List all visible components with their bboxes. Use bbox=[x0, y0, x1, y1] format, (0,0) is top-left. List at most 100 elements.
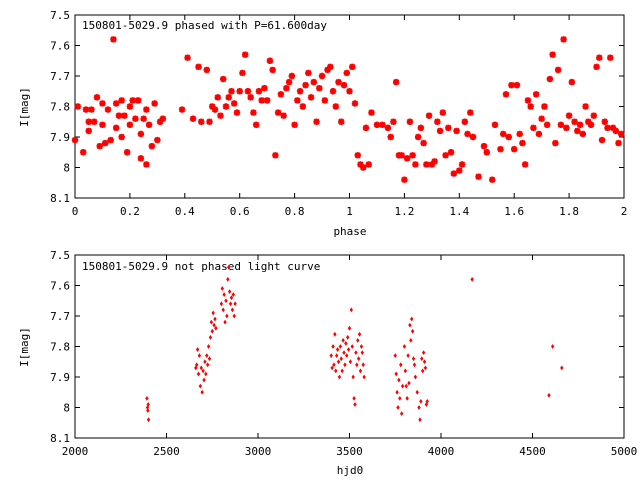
data-point bbox=[145, 405, 150, 410]
data-point bbox=[274, 109, 282, 116]
data-point bbox=[368, 109, 375, 116]
data-point bbox=[205, 353, 209, 359]
data-point bbox=[229, 295, 234, 301]
data-point bbox=[398, 395, 402, 401]
x-tick-label: 0.6 bbox=[230, 205, 250, 218]
data-point bbox=[351, 374, 355, 380]
data-point bbox=[137, 155, 145, 162]
data-point bbox=[541, 103, 548, 110]
data-point bbox=[511, 146, 518, 153]
y-axis-ticks: 7.5 7.6 7.7 7.8 7.9 8 8.1 bbox=[50, 9, 624, 205]
data-point bbox=[365, 161, 372, 168]
data-point bbox=[596, 54, 603, 61]
data-point bbox=[439, 109, 447, 116]
data-point bbox=[96, 142, 103, 150]
data-point bbox=[227, 289, 232, 294]
y-tick-label: 7.7 bbox=[50, 310, 70, 323]
data-point bbox=[360, 350, 364, 355]
x-tick-label: 5000 bbox=[611, 445, 638, 458]
data-point bbox=[151, 100, 158, 107]
data-point bbox=[225, 313, 229, 319]
data-point bbox=[71, 136, 79, 144]
y-tick-label: 8.1 bbox=[50, 192, 70, 205]
data-point bbox=[201, 368, 205, 374]
y-tick-label: 7.9 bbox=[50, 371, 70, 384]
data-point bbox=[361, 362, 365, 368]
y-tick-label: 8.1 bbox=[50, 432, 70, 445]
data-point bbox=[195, 347, 200, 352]
data-point bbox=[469, 133, 477, 141]
data-point bbox=[132, 115, 139, 122]
data-point bbox=[410, 316, 414, 322]
data-point bbox=[546, 75, 554, 83]
data-point bbox=[335, 78, 342, 86]
data-point bbox=[337, 374, 342, 380]
data-point bbox=[513, 81, 521, 89]
data-point bbox=[362, 124, 370, 132]
data-point bbox=[316, 85, 323, 92]
data-point bbox=[431, 158, 438, 165]
data-point bbox=[393, 353, 397, 359]
data-point bbox=[203, 359, 207, 365]
data-point bbox=[214, 325, 218, 331]
data-point bbox=[456, 167, 463, 174]
data-point bbox=[574, 127, 581, 135]
data-point bbox=[357, 331, 362, 337]
data-point bbox=[198, 383, 203, 389]
data-point bbox=[532, 91, 540, 98]
data-point bbox=[211, 106, 219, 113]
data-point bbox=[211, 310, 215, 316]
data-point bbox=[568, 78, 576, 86]
data-point bbox=[324, 66, 331, 74]
data-point bbox=[250, 109, 257, 116]
data-point bbox=[394, 371, 398, 377]
data-point bbox=[552, 139, 559, 147]
data-point bbox=[277, 91, 285, 98]
data-point bbox=[140, 115, 147, 122]
data-point bbox=[406, 353, 410, 359]
data-point bbox=[305, 69, 312, 77]
y-axis-label: I[mag] bbox=[18, 327, 31, 367]
data-point bbox=[202, 377, 206, 383]
data-point bbox=[302, 81, 309, 89]
data-point bbox=[585, 118, 592, 125]
data-point bbox=[137, 130, 145, 138]
data-point bbox=[405, 395, 409, 401]
data-point bbox=[99, 121, 106, 128]
data-point bbox=[392, 78, 400, 86]
data-point bbox=[425, 399, 429, 404]
data-point bbox=[134, 97, 142, 104]
data-point bbox=[557, 121, 565, 128]
data-point bbox=[403, 368, 407, 374]
x-tick-label: 4000 bbox=[428, 445, 455, 458]
data-point bbox=[184, 54, 191, 61]
data-point bbox=[565, 112, 573, 119]
data-point bbox=[483, 149, 490, 156]
data-point bbox=[423, 365, 428, 371]
data-point bbox=[404, 383, 408, 389]
data-point bbox=[145, 121, 153, 128]
y-axis-ticks: 7.5 7.6 7.7 7.8 7.9 8 8.1 bbox=[50, 249, 624, 445]
data-point bbox=[129, 97, 136, 104]
data-point bbox=[428, 161, 436, 168]
data-point bbox=[601, 118, 608, 125]
data-point bbox=[110, 36, 117, 43]
data-point bbox=[524, 97, 532, 104]
data-point bbox=[355, 362, 359, 368]
x-tick-label: 0.4 bbox=[175, 205, 195, 218]
data-point bbox=[480, 142, 488, 150]
data-point bbox=[118, 133, 125, 141]
data-point bbox=[310, 78, 318, 86]
data-point bbox=[231, 292, 235, 298]
data-point bbox=[535, 130, 543, 138]
data-point bbox=[226, 277, 230, 282]
x-axis-ticks: 0 0.2 0.4 0.6 0.8 1 1.2 1.4 1.6 1.8 2 bbox=[72, 15, 627, 218]
data-point bbox=[434, 118, 441, 125]
data-point bbox=[579, 130, 587, 138]
data-point bbox=[340, 81, 348, 89]
data-point bbox=[272, 152, 279, 159]
data-point bbox=[220, 75, 227, 83]
data-point bbox=[346, 88, 353, 95]
data-point bbox=[154, 136, 161, 144]
data-point bbox=[283, 85, 290, 92]
